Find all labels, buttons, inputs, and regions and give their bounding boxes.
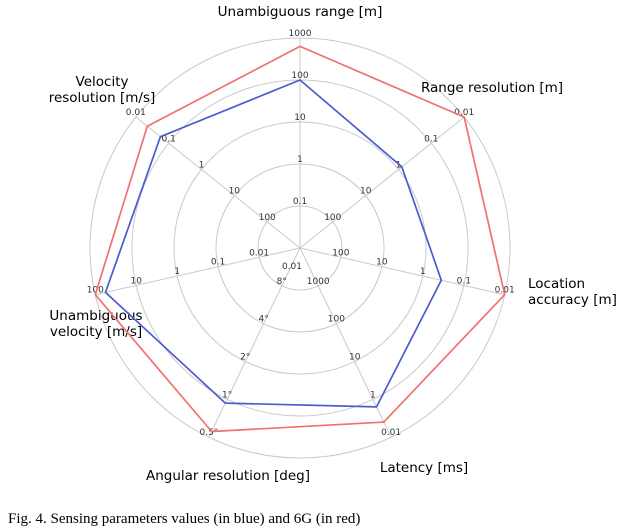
- tick-label: 10: [376, 258, 388, 268]
- tick-label: 8°: [277, 277, 287, 287]
- figure-caption: Fig. 4. Sensing parameters values (in bl…: [8, 511, 361, 527]
- axis-ticks-0: 0.1 1 10 100 1000 0.01: [282, 29, 312, 272]
- tick-label: 0.1: [424, 134, 438, 144]
- axis-title-1: Range resolution [m]: [421, 80, 563, 96]
- axis-title-4: Angular resolution [deg]: [146, 468, 310, 484]
- tick-label: 1: [370, 390, 376, 400]
- tick-label: 1: [199, 160, 205, 170]
- tick-label: 1: [396, 160, 402, 170]
- axis-title-text: resolution [m/s]: [49, 90, 156, 106]
- axis-title-text: velocity [m/s]: [50, 324, 142, 340]
- tick-label: 0.5°: [199, 428, 218, 438]
- tick-label: 1: [297, 155, 303, 165]
- tick-label: 100: [259, 213, 276, 223]
- tick-label: 1000: [289, 29, 312, 39]
- axis-title-text: Latency [ms]: [380, 460, 468, 476]
- tick-label: 1: [420, 267, 426, 277]
- grid-spoke: [208, 247, 301, 438]
- axis-ticks-6: 100 10 1 0.1 0.01: [126, 108, 276, 223]
- axis-title-text: Range resolution [m]: [421, 80, 563, 96]
- tick-label: 0.01: [249, 248, 269, 258]
- axis-title-text: Unambiguous: [49, 308, 142, 324]
- tick-label: 2°: [240, 353, 250, 363]
- axis-title-text: Unambiguous range [m]: [218, 4, 383, 20]
- grid-spoke: [299, 247, 392, 438]
- radar-grid: [89, 37, 511, 459]
- tick-label: 0.01: [454, 108, 474, 118]
- tick-label: 4°: [258, 315, 268, 325]
- tick-label: 0.1: [211, 258, 225, 268]
- axis-title-0: Unambiguous range [m]: [218, 4, 383, 20]
- axis-title-3: Latency [ms]: [380, 460, 468, 476]
- series-polygon-blue: [104, 79, 443, 408]
- axis-ticks-4: 8° 4° 2° 1° 0.5°: [199, 277, 286, 438]
- axis-title-text: Location: [528, 276, 585, 292]
- axis-title-text: Velocity: [76, 74, 129, 90]
- tick-label: 100: [324, 213, 341, 223]
- tick-label: 100: [328, 315, 345, 325]
- axis-title-text: accuracy [m]: [528, 292, 617, 308]
- tick-label: 10: [229, 187, 241, 197]
- grid-spoke: [95, 247, 301, 296]
- tick-label: 0.1: [457, 276, 471, 286]
- tick-label: 10: [130, 276, 142, 286]
- tick-label: 10: [360, 187, 372, 197]
- axis-title-text: Angular resolution [deg]: [146, 468, 310, 484]
- tick-label: 1000: [307, 277, 330, 287]
- radar-chart: 0.111010010000.011001010.10.011001010.10…: [49, 4, 617, 484]
- tick-label: 0.1: [162, 134, 176, 144]
- tick-label: 100: [87, 286, 104, 296]
- tick-label: 100: [332, 248, 349, 258]
- grid-spoke: [299, 116, 465, 249]
- tick-label: 10: [349, 353, 361, 363]
- tick-label: 0.1: [293, 197, 307, 207]
- tick-label: 0.01: [495, 286, 515, 296]
- tick-label: 1°: [222, 390, 232, 400]
- grid-spoke: [299, 247, 505, 296]
- tick-label: 0.01: [126, 108, 146, 118]
- center-tick-label: 0.01: [282, 262, 302, 272]
- series-polygon-red: [94, 45, 506, 433]
- tick-label: 0.01: [381, 428, 401, 438]
- tick-label: 1: [174, 267, 180, 277]
- axis-ticks-3: 1000 100 10 1 0.01: [307, 277, 401, 438]
- grid-spoke: [135, 116, 301, 249]
- axis-ticks-1: 100 10 1 0.1 0.01: [324, 108, 474, 223]
- tick-label: 10: [294, 113, 306, 123]
- tick-label: 100: [291, 71, 308, 81]
- axis-ticks-2: 100 10 1 0.1 0.01: [332, 248, 514, 295]
- axis-ticks-5: 0.01 0.1 1 10 100: [87, 248, 269, 295]
